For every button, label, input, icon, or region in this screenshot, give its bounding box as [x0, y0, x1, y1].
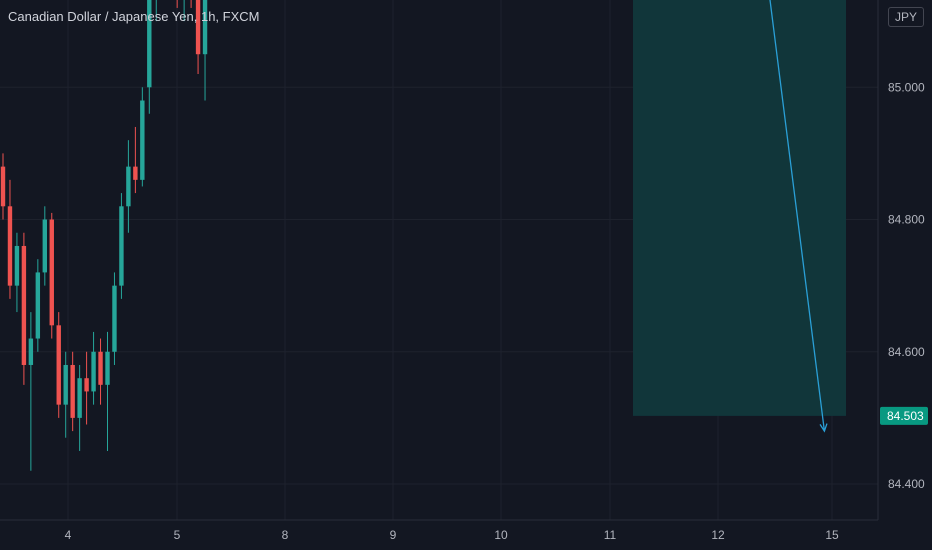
candle-body — [56, 325, 61, 405]
time-tick-label: 15 — [825, 528, 839, 542]
candle-body — [14, 245, 20, 286]
candle-body — [133, 166, 138, 180]
candle-body — [91, 351, 96, 392]
price-axis[interactable]: 86.60086.40086.20086.00085.80085.60085.4… — [877, 0, 925, 520]
candle-body — [0, 166, 6, 207]
price-tick-label: 85.000 — [888, 80, 925, 94]
candle-body — [77, 378, 82, 418]
time-axis[interactable]: 4 5 8 9 10 11 12 15 — [0, 519, 878, 542]
price-tick-label: 84.800 — [888, 213, 925, 227]
time-tick-label: 12 — [711, 528, 725, 542]
candle-body — [84, 378, 89, 392]
currency-badge[interactable]: JPY — [888, 7, 924, 27]
candle-body — [70, 364, 75, 418]
take-profit-zone — [633, 0, 846, 416]
time-tick-label: 10 — [494, 528, 508, 542]
time-tick-label: 4 — [65, 528, 72, 542]
candle-body — [195, 0, 201, 55]
chart-title: Canadian Dollar / Japanese Yen, 1h, FXCM — [8, 9, 260, 24]
candle-body — [119, 206, 124, 286]
candle-body — [49, 219, 54, 326]
candle-body — [105, 351, 110, 385]
candle-body — [112, 285, 117, 352]
time-tick-label: 11 — [604, 528, 617, 542]
candle-body — [140, 100, 145, 180]
candle-body — [147, 0, 152, 88]
candle-body — [63, 364, 68, 405]
candle-body — [28, 338, 34, 365]
risk-reward-zones[interactable] — [633, 0, 846, 433]
candle-body — [35, 272, 41, 339]
candle-body — [21, 245, 27, 365]
price-tick-label: 84.400 — [888, 477, 925, 491]
target-price-tag-bg — [880, 406, 928, 425]
candle-body — [202, 0, 208, 55]
candle-body — [98, 351, 103, 385]
candle-body — [7, 206, 13, 286]
candle-body — [126, 166, 131, 207]
price-tags: 86.43586.17550:4886.12084.503 — [880, 406, 928, 425]
time-tick-label: 5 — [174, 528, 181, 542]
candle-body — [42, 219, 47, 273]
time-tick-label: 9 — [390, 528, 397, 542]
time-tick-label: 8 — [282, 528, 289, 542]
candlestick-series — [0, 0, 208, 471]
target-price-tag: 84.503 — [887, 409, 924, 423]
price-tick-label: 84.600 — [888, 345, 925, 359]
